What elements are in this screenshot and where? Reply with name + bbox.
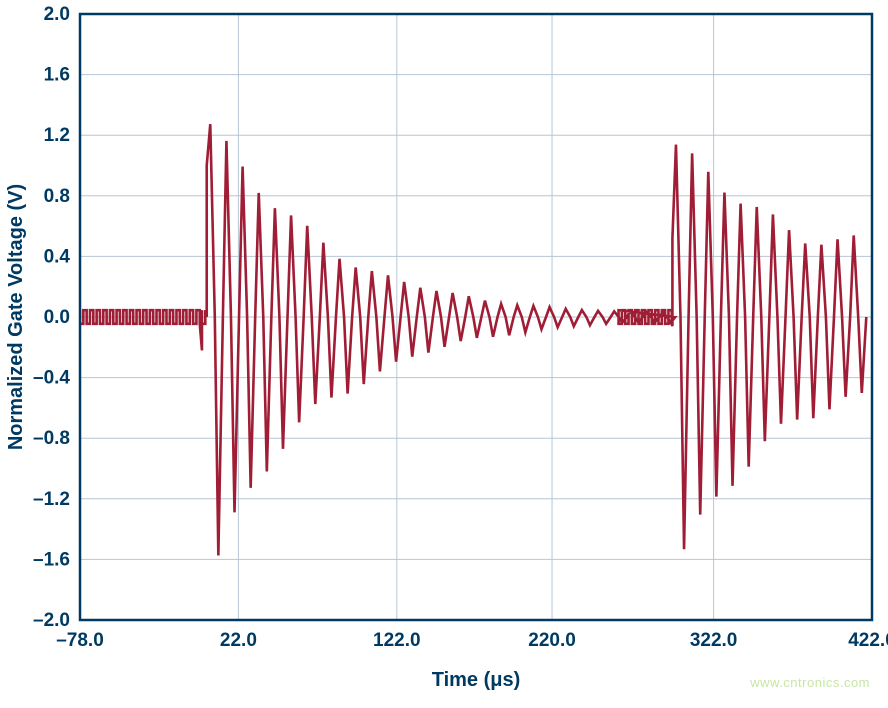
x-tick-label: 422.0 — [848, 630, 888, 651]
watermark-text: www.cntronics.com — [750, 675, 870, 690]
x-axis-label: Time (μs) — [432, 669, 521, 691]
y-axis-label: Normalized Gate Voltage (V) — [5, 184, 27, 450]
x-tick-label: 22.0 — [220, 630, 257, 651]
y-tick-label: –0.4 — [33, 368, 70, 389]
y-tick-label: –1.6 — [33, 549, 70, 570]
y-tick-label: –0.8 — [33, 428, 70, 449]
voltage-time-chart: –78.0 22.0 122.0 220.0 322.0 422.0 –2.0 –1.6 –1.… — [0, 0, 888, 708]
y-tick-label: –1.2 — [33, 489, 70, 510]
y-tick-label: 2.0 — [44, 4, 70, 25]
y-tick-label: 1.2 — [44, 125, 70, 146]
y-tick-label: 1.6 — [44, 65, 70, 86]
y-tick-label: 0.8 — [44, 186, 70, 207]
chart-container: –78.0 22.0 122.0 220.0 322.0 422.0 –2.0 –1.6 –1.… — [0, 0, 888, 708]
x-tick-label: 220.0 — [528, 630, 576, 651]
x-tick-label: –78.0 — [56, 630, 104, 651]
x-tick-label: 122.0 — [373, 630, 421, 651]
y-tick-label: 0.4 — [44, 246, 71, 267]
y-tick-label: 0.0 — [44, 307, 70, 328]
y-tick-label: –2.0 — [33, 610, 70, 631]
x-tick-label: 322.0 — [690, 630, 738, 651]
